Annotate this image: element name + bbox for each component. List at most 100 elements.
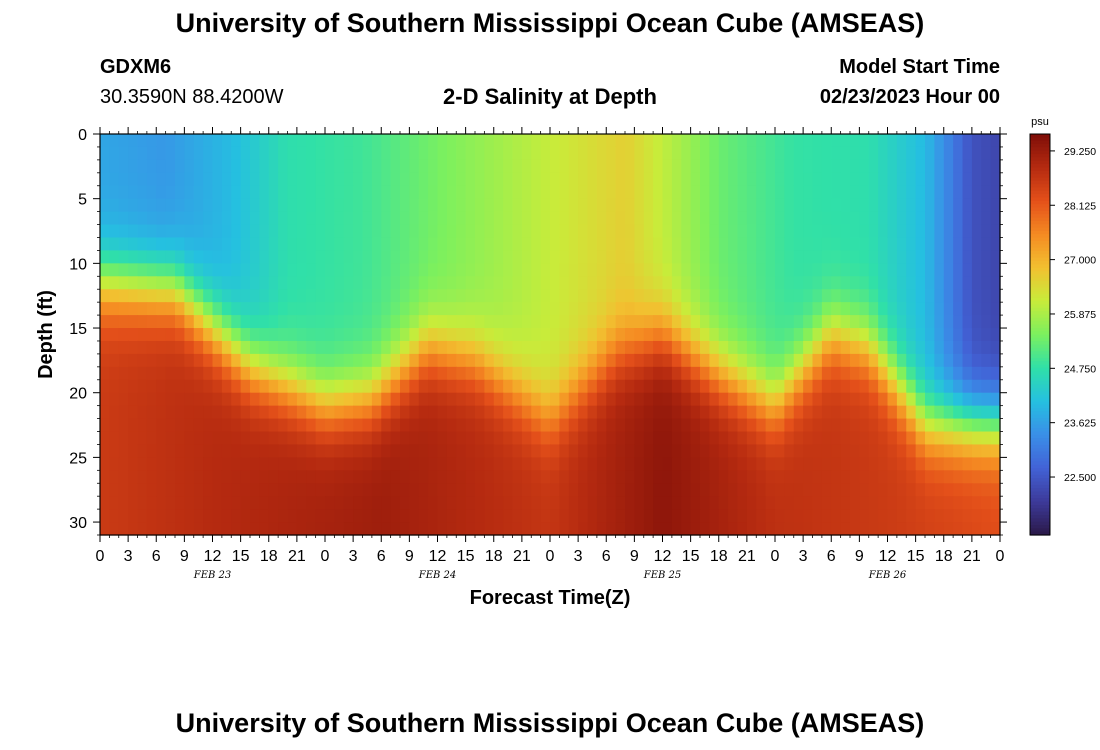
heatmap-cell xyxy=(625,224,635,239)
footer-title: University of Southern Mississippi Ocean… xyxy=(175,708,925,738)
heatmap-cell xyxy=(409,418,420,433)
heatmap-cell xyxy=(137,470,148,484)
heatmap-cell xyxy=(737,185,748,200)
heatmap-cell xyxy=(278,328,289,342)
heatmap-cell xyxy=(812,444,823,458)
heatmap-cell xyxy=(671,366,682,381)
heatmap-cell xyxy=(493,418,504,433)
heatmap-cell xyxy=(400,418,410,433)
heatmap-cell xyxy=(250,496,260,510)
heatmap-cell xyxy=(662,328,673,342)
heatmap-cell xyxy=(756,276,767,290)
heatmap-cell xyxy=(653,289,664,303)
heatmap-cell xyxy=(428,457,439,471)
heatmap-cell xyxy=(109,302,120,316)
colorbar-segment xyxy=(1030,327,1050,332)
heatmap-cell xyxy=(100,496,110,510)
heatmap-cell xyxy=(915,353,926,368)
heatmap-cell xyxy=(596,522,607,536)
heatmap-cell xyxy=(962,237,973,252)
heatmap-cell xyxy=(390,237,401,252)
heatmap-cell xyxy=(334,159,345,174)
heatmap-cell xyxy=(250,276,260,290)
heatmap-cell xyxy=(521,172,532,187)
heatmap-cell xyxy=(475,328,485,342)
heatmap-cell xyxy=(925,302,935,316)
heatmap-cell xyxy=(418,211,429,226)
heatmap-cell xyxy=(634,509,645,523)
colorbar-tick-label: 29.250 xyxy=(1064,146,1096,158)
heatmap-cell xyxy=(981,315,992,329)
heatmap-cell xyxy=(428,444,439,458)
heatmap-cell xyxy=(803,198,814,213)
heatmap-cell xyxy=(231,340,242,355)
colorbar-segment xyxy=(1030,364,1050,369)
heatmap-cell xyxy=(343,496,354,510)
heatmap-cell xyxy=(643,276,654,290)
heatmap-cell xyxy=(906,211,917,226)
heatmap-cell xyxy=(165,353,176,368)
heatmap-cell xyxy=(334,457,345,471)
heatmap-cell xyxy=(709,470,720,484)
heatmap-cell xyxy=(700,302,710,316)
heatmap-cell xyxy=(250,237,260,252)
heatmap-cell xyxy=(306,134,317,148)
heatmap-cell xyxy=(325,134,335,148)
heatmap-cell xyxy=(296,444,307,458)
heatmap-cell xyxy=(231,418,242,433)
heatmap-cell xyxy=(728,444,739,458)
heatmap-cell xyxy=(175,328,185,342)
heatmap-cell xyxy=(615,250,626,264)
heatmap-cell xyxy=(700,289,710,303)
heatmap-cell xyxy=(137,340,148,355)
heatmap-cell xyxy=(915,328,926,342)
heatmap-cell xyxy=(831,250,842,264)
heatmap-cell xyxy=(109,134,120,148)
colorbar-segment xyxy=(1030,508,1050,513)
heatmap-cell xyxy=(643,405,654,420)
heatmap-cell xyxy=(887,302,898,316)
heatmap-cell xyxy=(896,134,907,148)
heatmap-cell xyxy=(700,224,710,239)
heatmap-cell xyxy=(118,392,129,407)
heatmap-cell xyxy=(100,509,110,523)
heatmap-cell xyxy=(850,159,860,174)
heatmap-cell xyxy=(315,315,326,329)
heatmap-cell xyxy=(953,366,964,381)
heatmap-cell xyxy=(512,392,523,407)
heatmap-cell xyxy=(981,353,992,368)
heatmap-cell xyxy=(465,289,476,303)
heatmap-cell xyxy=(418,470,429,484)
heatmap-cell xyxy=(934,418,945,433)
heatmap-cell xyxy=(812,457,823,471)
heatmap-cell xyxy=(146,418,157,433)
heatmap-cell xyxy=(821,379,832,394)
colorbar-segment xyxy=(1030,484,1050,489)
date-label: FEB 24 xyxy=(418,570,457,581)
heatmap-cell xyxy=(240,353,251,368)
heatmap-cell xyxy=(868,315,879,329)
heatmap-cell xyxy=(925,379,935,394)
heatmap-cell xyxy=(512,431,523,446)
heatmap-cell xyxy=(100,418,110,433)
colorbar-segment xyxy=(1030,374,1050,379)
x-tick-label: 0 xyxy=(321,548,330,565)
heatmap-cell xyxy=(259,392,270,407)
heatmap-cell xyxy=(606,211,617,226)
heatmap-cell xyxy=(859,224,870,239)
heatmap-cell xyxy=(306,237,317,252)
heatmap-cell xyxy=(709,392,720,407)
heatmap-cell xyxy=(709,522,720,536)
heatmap-cell xyxy=(821,159,832,174)
heatmap-cell xyxy=(531,353,542,368)
heatmap-cell xyxy=(100,431,110,446)
heatmap-cell xyxy=(812,392,823,407)
x-tick-label: 12 xyxy=(654,548,672,565)
heatmap-cell xyxy=(821,198,832,213)
heatmap-cell xyxy=(118,211,129,226)
heatmap-cell xyxy=(334,366,345,381)
heatmap-cell xyxy=(812,237,823,252)
heatmap-cell xyxy=(306,392,317,407)
heatmap-cell xyxy=(278,379,289,394)
heatmap-cell xyxy=(578,444,589,458)
